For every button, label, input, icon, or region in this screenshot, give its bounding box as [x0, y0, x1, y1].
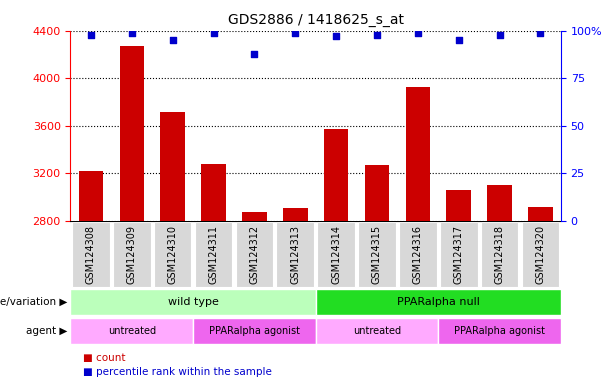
Text: GSM124314: GSM124314 — [331, 225, 341, 284]
Text: PPARalpha agonist: PPARalpha agonist — [209, 326, 300, 336]
Text: ■ percentile rank within the sample: ■ percentile rank within the sample — [83, 366, 272, 377]
Bar — [113, 222, 151, 287]
Text: genotype/variation ▶: genotype/variation ▶ — [0, 297, 67, 308]
Bar — [78, 171, 103, 221]
Bar — [195, 222, 232, 287]
Bar — [528, 207, 553, 221]
Bar — [522, 222, 559, 287]
Bar — [161, 111, 185, 221]
Bar — [440, 222, 478, 287]
Text: GSM124310: GSM124310 — [168, 225, 178, 284]
Bar — [72, 222, 110, 287]
Text: GSM124313: GSM124313 — [291, 225, 300, 284]
Point — [168, 37, 178, 43]
Bar — [318, 222, 355, 287]
Text: GSM124317: GSM124317 — [454, 225, 463, 284]
Point — [249, 50, 259, 56]
Bar — [70, 290, 316, 315]
Bar — [70, 318, 193, 344]
Point — [331, 33, 341, 40]
Bar — [358, 222, 396, 287]
Bar — [487, 185, 512, 221]
Bar — [235, 222, 273, 287]
Bar — [120, 46, 144, 221]
Title: GDS2886 / 1418625_s_at: GDS2886 / 1418625_s_at — [227, 13, 404, 27]
Text: GSM124315: GSM124315 — [372, 225, 382, 284]
Bar — [406, 86, 430, 221]
Bar — [276, 222, 314, 287]
Bar — [399, 222, 436, 287]
Text: PPARalpha null: PPARalpha null — [397, 297, 480, 308]
Bar — [365, 165, 389, 221]
Text: untreated: untreated — [108, 326, 156, 336]
Text: GSM124312: GSM124312 — [249, 225, 259, 284]
Point — [536, 30, 546, 36]
Point — [291, 30, 300, 36]
Text: PPARalpha agonist: PPARalpha agonist — [454, 326, 545, 336]
Text: GSM124308: GSM124308 — [86, 225, 96, 284]
Text: GSM124316: GSM124316 — [413, 225, 423, 284]
Bar — [316, 290, 561, 315]
Bar — [154, 222, 191, 287]
Point — [127, 30, 137, 36]
Text: untreated: untreated — [353, 326, 401, 336]
Bar — [242, 212, 267, 221]
Bar — [201, 164, 226, 221]
Bar — [193, 318, 316, 344]
Text: GSM124309: GSM124309 — [127, 225, 137, 284]
Bar — [316, 318, 438, 344]
Bar — [481, 222, 519, 287]
Point — [208, 30, 218, 36]
Text: wild type: wild type — [168, 297, 218, 308]
Text: GSM124318: GSM124318 — [495, 225, 504, 284]
Bar — [283, 208, 308, 221]
Point — [86, 31, 96, 38]
Bar — [446, 190, 471, 221]
Bar — [324, 129, 348, 221]
Point — [372, 31, 382, 38]
Point — [454, 37, 463, 43]
Text: GSM124311: GSM124311 — [208, 225, 218, 284]
Bar — [438, 318, 561, 344]
Point — [495, 31, 504, 38]
Text: agent ▶: agent ▶ — [26, 326, 67, 336]
Text: GSM124320: GSM124320 — [536, 225, 546, 284]
Point — [413, 30, 423, 36]
Text: ■ count: ■ count — [83, 353, 125, 363]
